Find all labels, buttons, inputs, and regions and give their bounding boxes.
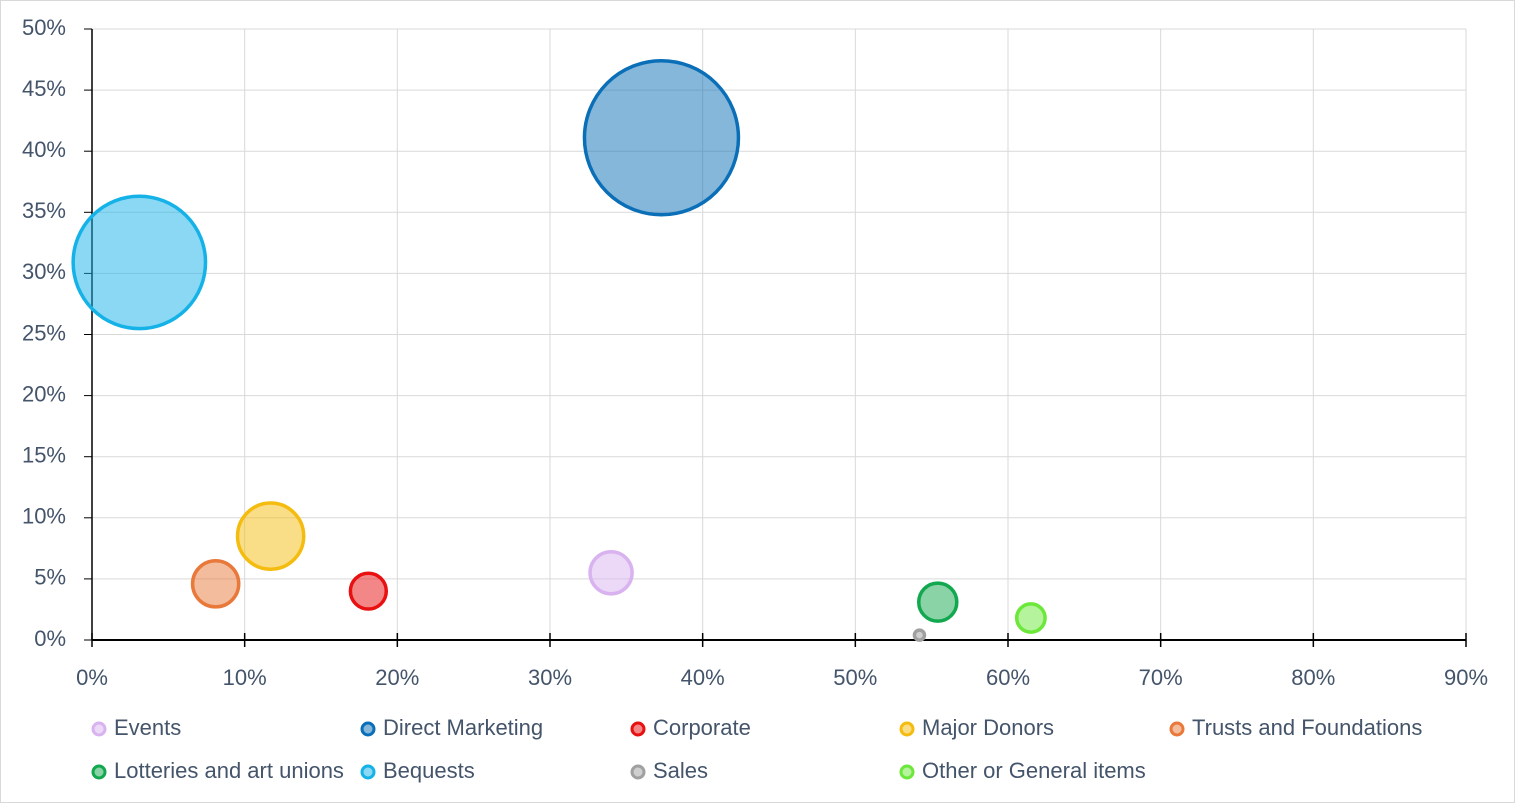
y-tick-label: 0% xyxy=(34,626,66,651)
bubble xyxy=(912,628,927,642)
x-tick-label: 50% xyxy=(833,665,877,690)
bubble xyxy=(71,194,208,331)
legend-label: Corporate xyxy=(653,715,751,740)
x-tick-label: 30% xyxy=(528,665,572,690)
legend-marker xyxy=(91,764,107,780)
bubble xyxy=(348,571,389,611)
legend-marker xyxy=(899,764,915,780)
bubble xyxy=(582,59,741,217)
legend-marker xyxy=(630,721,646,737)
y-tick-label: 25% xyxy=(22,320,66,345)
y-tick-label: 30% xyxy=(22,259,66,284)
x-tick-label: 0% xyxy=(76,665,108,690)
legend-label: Bequests xyxy=(383,758,475,783)
x-tick-label: 10% xyxy=(223,665,267,690)
legend-marker xyxy=(360,721,376,737)
legend-label: Sales xyxy=(653,758,708,783)
bubble xyxy=(235,501,306,571)
x-tick-label: 40% xyxy=(681,665,725,690)
x-tick-label: 60% xyxy=(986,665,1030,690)
legend-marker xyxy=(630,764,646,780)
legend-label: Direct Marketing xyxy=(383,715,543,740)
y-tick-label: 20% xyxy=(22,381,66,406)
legend-marker xyxy=(899,721,915,737)
bubble xyxy=(190,558,241,609)
y-tick-label: 5% xyxy=(34,565,66,590)
legend-label: Major Donors xyxy=(922,715,1054,740)
x-tick-label: 90% xyxy=(1444,665,1488,690)
legend-label: Trusts and Foundations xyxy=(1192,715,1422,740)
y-tick-label: 15% xyxy=(22,443,66,468)
bubble xyxy=(917,581,959,623)
x-tick-label: 20% xyxy=(375,665,419,690)
y-tick-label: 10% xyxy=(22,504,66,529)
y-tick-label: 45% xyxy=(22,76,66,101)
x-tick-label: 70% xyxy=(1139,665,1183,690)
legend-label: Other or General items xyxy=(922,758,1146,783)
bubble xyxy=(1014,602,1047,634)
y-tick-label: 35% xyxy=(22,198,66,223)
legend-marker xyxy=(360,764,376,780)
bubble xyxy=(588,550,634,596)
legend-label: Lotteries and art unions xyxy=(114,758,344,783)
x-tick-label: 80% xyxy=(1291,665,1335,690)
y-tick-label: 50% xyxy=(22,15,66,40)
legend-label: Events xyxy=(114,715,181,740)
legend-marker xyxy=(91,721,107,737)
legend-marker xyxy=(1169,721,1185,737)
y-tick-label: 40% xyxy=(22,137,66,162)
